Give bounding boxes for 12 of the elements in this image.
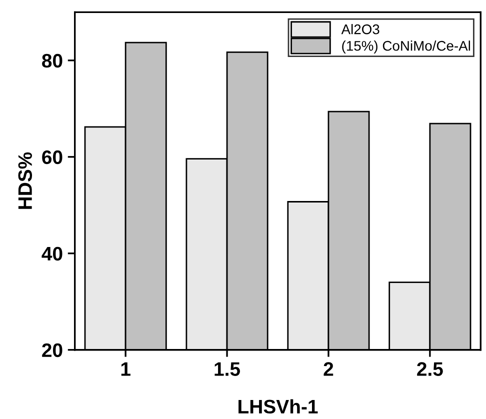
x-tick-label: 1.5 — [214, 362, 240, 376]
x-axis-title: LHSVh-1 — [238, 399, 318, 414]
x-tick-label: 2.5 — [417, 362, 443, 376]
y-axis-title: HDS% — [18, 152, 32, 209]
x-tick-label: 1 — [121, 362, 130, 376]
y-tick-label: 60 — [42, 150, 62, 164]
y-tick-label: 40 — [42, 246, 62, 261]
y-tick-label: 20 — [42, 343, 62, 358]
x-tick-label: 2 — [324, 362, 334, 376]
y-tick-label: 80 — [42, 54, 62, 68]
legend-label: (15%) CoNiMo/Ce-Al — [342, 40, 470, 54]
legend-label: Al2O3 — [341, 24, 380, 34]
